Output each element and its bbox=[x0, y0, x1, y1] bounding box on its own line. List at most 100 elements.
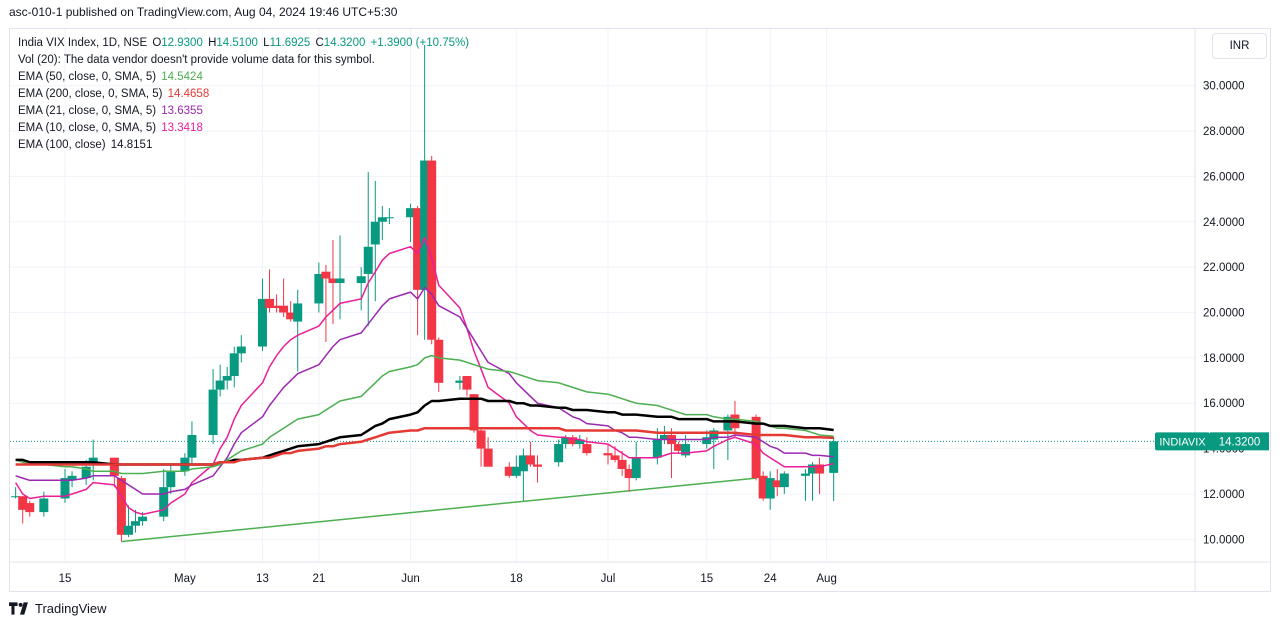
x-tick-label: Jun bbox=[401, 573, 420, 585]
candle-down bbox=[603, 453, 613, 456]
y-tick-label: 26.0000 bbox=[1203, 171, 1245, 183]
candle-down bbox=[758, 475, 768, 499]
indicator-value: 14.5424 bbox=[161, 71, 203, 83]
legend-high-label: H bbox=[208, 37, 217, 49]
indicator-label: EMA (21, close, 0, SMA, 5) bbox=[18, 105, 157, 117]
candle-down bbox=[413, 208, 423, 290]
candle-down bbox=[772, 480, 782, 488]
candle-down bbox=[624, 469, 634, 479]
candle-up bbox=[631, 457, 641, 479]
candle-up bbox=[370, 221, 380, 245]
legend-open-value: 12.9300 bbox=[161, 37, 203, 49]
currency-button[interactable]: INR bbox=[1212, 33, 1267, 59]
candle-down bbox=[279, 305, 289, 313]
candle-up bbox=[808, 464, 818, 474]
candle-up bbox=[561, 437, 571, 445]
candle-down bbox=[321, 271, 331, 279]
candle-down bbox=[462, 376, 472, 390]
candle-down bbox=[483, 448, 493, 467]
x-tick-label: 21 bbox=[312, 573, 325, 585]
candle-up bbox=[208, 389, 218, 435]
indicator-value: 14.4658 bbox=[167, 88, 210, 100]
last-price-tag-text: 14.3200 bbox=[1219, 436, 1261, 448]
y-tick-label: 30.0000 bbox=[1203, 81, 1245, 93]
last-price-tag-bg bbox=[1210, 432, 1269, 451]
candle-up bbox=[765, 478, 775, 499]
legend-open-label: O bbox=[152, 37, 162, 49]
candle-up bbox=[166, 471, 176, 488]
candle-up bbox=[335, 278, 345, 284]
x-tick-label: 18 bbox=[510, 573, 523, 585]
candle-down bbox=[434, 339, 444, 383]
candle-down bbox=[427, 160, 437, 340]
candle-up bbox=[222, 376, 232, 381]
candle-up bbox=[81, 466, 91, 479]
candle-up bbox=[723, 416, 733, 431]
x-tick-label: Jul bbox=[601, 573, 616, 585]
legend-indicator-ema21: EMA (21, close, 0, SMA, 5) 13.6355 bbox=[18, 103, 471, 120]
indicator-value: 13.3418 bbox=[161, 122, 203, 134]
candle-up bbox=[455, 380, 465, 383]
symbol-tag-bg bbox=[1155, 432, 1210, 451]
candle-down bbox=[25, 503, 35, 513]
time-axis[interactable]: 15 May 13 21 Jun 18 Jul 15 24 Aug bbox=[59, 573, 837, 585]
y-tick-label: 16.0000 bbox=[1203, 398, 1245, 410]
candle-up bbox=[420, 160, 430, 290]
candle-down bbox=[286, 312, 296, 320]
candle-down bbox=[328, 278, 338, 284]
candle-up bbox=[131, 521, 141, 526]
candle-down bbox=[272, 305, 282, 308]
candle-up bbox=[257, 298, 267, 347]
chart-frame[interactable]: 10.000012.000014.000016.000018.000020.00… bbox=[9, 28, 1271, 592]
candle-up bbox=[702, 437, 712, 445]
candle-down bbox=[469, 394, 479, 431]
candle-up bbox=[314, 273, 324, 304]
trendline bbox=[121, 477, 757, 543]
ema-layer bbox=[14, 236, 834, 516]
candle-up bbox=[363, 246, 373, 274]
price-label-layer: INDIAVIX 14.3200 bbox=[1155, 432, 1269, 451]
candle-up bbox=[779, 473, 789, 488]
ema-line bbox=[14, 236, 834, 516]
indicator-label: EMA (200, close, 0, SMA, 5) bbox=[18, 88, 163, 100]
legend-volume-line: Vol (20): The data vendor doesn't provid… bbox=[18, 54, 375, 66]
indicator-value: 14.8151 bbox=[110, 139, 153, 151]
candle-down bbox=[617, 459, 627, 470]
price-axis[interactable]: 10.000012.000014.000016.000018.000020.00… bbox=[1203, 81, 1245, 547]
candle-down bbox=[504, 466, 514, 476]
candle-up bbox=[377, 217, 387, 222]
ema-line bbox=[15, 426, 834, 466]
chart-legend: India VIX Index, 1D, NSE O12.9300 H14.51… bbox=[18, 35, 471, 154]
candle-down bbox=[751, 416, 761, 479]
legend-high-value: 14.5100 bbox=[216, 37, 258, 49]
legend-close-value: 14.3200 bbox=[323, 37, 366, 49]
x-tick-label: 13 bbox=[256, 573, 269, 585]
indicator-label: EMA (10, close, 0, SMA, 5) bbox=[18, 122, 157, 134]
price-chart[interactable]: 10.000012.000014.000016.000018.000020.00… bbox=[10, 29, 1270, 591]
y-tick-label: 10.0000 bbox=[1203, 534, 1245, 546]
candle-up bbox=[229, 353, 239, 377]
candle-down bbox=[525, 455, 535, 465]
grid bbox=[10, 29, 1270, 591]
legend-indicator-ema100: EMA (100, close) 14.8151 bbox=[18, 137, 471, 154]
legend-low-value: 11.6925 bbox=[269, 37, 311, 49]
x-tick-label: May bbox=[174, 573, 196, 585]
candle-up bbox=[39, 498, 49, 513]
y-tick-label: 12.0000 bbox=[1203, 489, 1245, 501]
x-tick-label: 15 bbox=[700, 573, 713, 585]
y-tick-label: 28.0000 bbox=[1203, 126, 1245, 138]
candle-up bbox=[293, 303, 303, 322]
candle-down bbox=[568, 437, 578, 445]
y-tick-label: 20.0000 bbox=[1203, 308, 1245, 320]
candle-up bbox=[356, 276, 366, 284]
candle-up bbox=[215, 380, 225, 390]
indicator-label: EMA (50, close, 0, SMA, 5) bbox=[18, 71, 157, 83]
ema-line bbox=[15, 286, 834, 495]
candle-up bbox=[187, 434, 197, 458]
tradingview-logo-icon bbox=[9, 602, 28, 615]
x-tick-label: 15 bbox=[59, 573, 72, 585]
candle-up bbox=[554, 444, 564, 463]
publish-caption: asc-010-1 published on TradingView.com, … bbox=[9, 5, 398, 19]
candle-up bbox=[511, 466, 521, 476]
tradingview-brand[interactable]: TradingView bbox=[9, 601, 107, 616]
